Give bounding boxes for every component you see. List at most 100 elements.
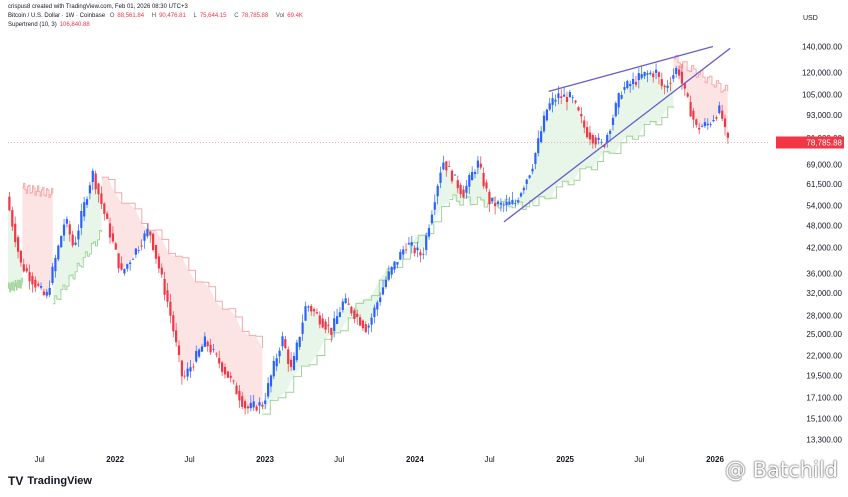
candle-body-245 [712,120,715,122]
x-tick-label: 2025 [556,455,574,464]
y-tick-label: 15,100.00 [806,414,842,423]
candle-body-246 [715,117,718,119]
candle-body-130 [381,287,385,295]
candle-body-150 [439,172,442,183]
candle-body-63 [189,367,192,372]
candle-body-157 [459,184,462,195]
y-tick-label: 105,000.00 [802,91,843,100]
candle-body-220 [640,74,643,79]
candle-body-101 [298,336,301,347]
supertrend-line-1 [22,182,54,199]
candle-body-153 [448,166,451,167]
candle-body-149 [436,185,439,197]
candle-body-35 [108,223,112,238]
supertrend-line-2 [52,230,103,305]
candle-body-203 [591,135,594,144]
candle-body-154 [450,170,454,182]
candle-body-216 [629,83,632,86]
candle-body-106 [313,309,316,312]
y-tick-label: 120,000.00 [802,68,843,77]
candle-body-175 [511,199,514,204]
tradingview-logo[interactable]: TV TradingView [8,474,92,488]
candle-body-57 [172,315,175,332]
tradingview-brand: TradingView [27,475,92,487]
symbol-label[interactable]: Bitcoin / U.S. Dollar · 1W · Coinbase [8,13,106,19]
candle-body-85 [252,401,255,408]
candle-body-248 [721,110,724,119]
supertrend-line-6 [533,106,674,207]
y-tick-label: 48,000.00 [806,221,842,230]
candle-body-166 [485,182,488,189]
candle-body-18 [60,236,63,248]
volume-value: 69.4K [287,13,303,19]
supertrend-band-4 [262,168,450,415]
candle-body-226 [657,72,660,77]
candle-body-24 [77,230,80,240]
candle-body-59 [177,345,181,355]
candle-body-91 [269,375,273,387]
candle-body-195 [568,92,571,98]
candle-body-174 [508,201,511,205]
price-chart[interactable]: 140,000.00 120,000.00 105,000.00 93,000.00 8… [0,0,848,466]
candle-body-90 [267,383,270,397]
candle-body-50 [152,233,155,250]
candle-body-73 [218,358,221,364]
y-tick-label: 69,000.00 [806,161,842,170]
indicator-legend[interactable]: Supertrend (10, 3) 106,840.88 [8,22,90,28]
candle-body-5 [22,264,25,272]
supertrend-line-3 [101,176,263,348]
attribution-text: crispus8 created with TradingView.com, F… [8,4,188,10]
candle-body-177 [517,200,520,203]
candle-body-71 [212,349,215,350]
candle-body-112 [330,327,333,335]
candle-body-205 [597,137,600,140]
y-tick-label: 28,000.00 [806,311,842,320]
candle-body-114 [336,316,339,324]
candle-body-9 [34,279,37,288]
candle-body-169 [494,203,497,207]
candle-body-80 [238,390,241,401]
candle-body-136 [399,251,402,260]
candle-body-113 [333,318,336,331]
candle-body-40 [123,268,126,274]
candle-body-128 [376,302,379,310]
y-tick-label: 36,000.00 [806,269,842,278]
candle-body-58 [175,330,178,343]
candle-body-118 [347,303,350,305]
candle-body-107 [315,312,318,314]
candle-body-10 [37,283,40,286]
y-tick-label: 32,000.00 [806,289,842,298]
candle-body-146 [427,228,431,237]
candle-body-142 [416,247,419,251]
last-price-badge [776,136,844,149]
candle-body-34 [106,213,109,219]
candle-body-28 [88,185,91,194]
candle-body-243 [706,123,709,126]
candle-body-84 [249,402,252,409]
candle-body-14 [48,288,51,295]
candle-body-127 [373,307,376,318]
candle-body-218 [634,82,638,85]
candle-body-197 [574,100,577,103]
candle-body-61 [183,375,186,377]
x-tick-label: 2022 [106,455,124,464]
candle-body-39 [120,263,123,270]
candle-body-221 [643,71,646,77]
candle-body-161 [471,172,474,181]
y-tick-label: 17,100.00 [806,394,842,403]
candle-body-121 [356,313,359,317]
candle-body-31 [97,183,100,195]
y-tick-label: 22,000.00 [806,352,842,361]
y-tick-label: 25,000.00 [806,330,842,339]
candle-body-189 [551,98,554,105]
candle-body-99 [292,356,296,370]
candle-body-27 [85,199,89,205]
candle-body-160 [468,175,471,187]
candle-body-140 [410,242,413,246]
wedge-trendline-1 [548,45,714,93]
supertrend-band-2 [52,173,102,304]
candle-body-123 [361,320,364,329]
candle-body-1 [11,210,14,227]
candle-body-223 [649,72,652,75]
